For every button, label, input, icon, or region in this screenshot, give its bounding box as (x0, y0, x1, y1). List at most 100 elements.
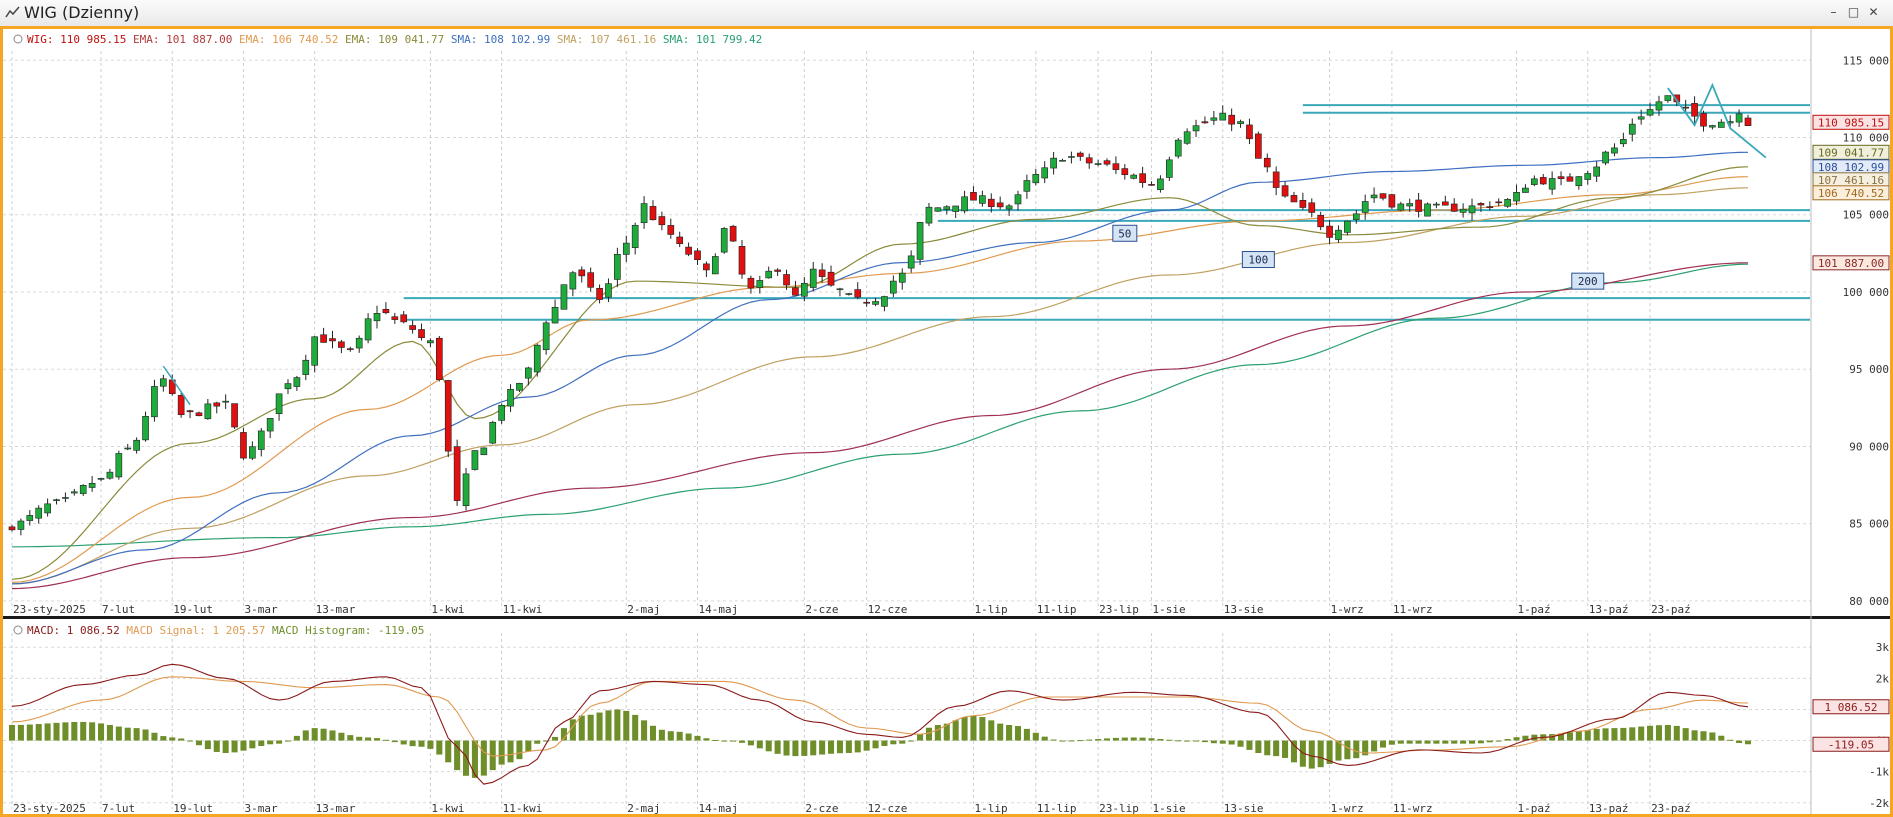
macd-histogram-bar (454, 740, 461, 771)
candle-down (195, 412, 203, 417)
candle-up (1664, 95, 1672, 101)
macd-histogram-bar (872, 740, 879, 749)
macd-histogram-bar (169, 737, 176, 741)
price-label: 110 985.15 (1818, 116, 1884, 129)
y-tick-label: 95 000 (1849, 363, 1889, 376)
candle-down (1085, 157, 1093, 164)
macd-histogram-bar (863, 740, 870, 751)
candle-down (747, 277, 755, 289)
macd-histogram-bar (1210, 740, 1217, 744)
candle-down (1201, 121, 1209, 124)
macd-histogram-bar (391, 740, 398, 743)
candle-up (133, 439, 140, 451)
candle-up (44, 503, 51, 514)
candle-down (186, 410, 194, 413)
candle-up (711, 256, 719, 275)
macd-histogram-bar (1522, 735, 1529, 741)
candle-up (1584, 173, 1592, 180)
candle-up (1370, 194, 1378, 199)
macd-histogram-bar (934, 725, 941, 741)
macd-x-tick-label: 13-mar (316, 802, 356, 814)
macd-histogram-bar (1077, 740, 1084, 742)
x-tick-label: 7-lut (102, 603, 135, 616)
macd-histogram-bar (801, 740, 808, 756)
macd-histogram-bar (89, 722, 96, 741)
macd-price-label: 1 086.52 (1825, 701, 1878, 714)
macd-legend-value: -119.05 (371, 624, 424, 637)
candle-down (996, 202, 1004, 208)
macd-histogram-bar (445, 740, 452, 763)
chart-canvas[interactable]: 80 000 85 000 90 000 95 000 100 000 105 000 11… (3, 29, 1890, 814)
main-legend-value: 101 799.42 (689, 33, 762, 46)
price-label: 106 740.52 (1818, 187, 1884, 200)
macd-histogram-bar (890, 740, 897, 745)
close-button[interactable]: ✕ (1868, 5, 1879, 19)
macd-histogram-bar (507, 740, 514, 763)
candle-down (738, 246, 746, 275)
candle-down (827, 271, 835, 286)
macd-histogram-bar (1406, 740, 1413, 744)
macd-histogram-bar (1139, 737, 1146, 741)
main-legend-item: WIG: (27, 33, 54, 46)
candle-up (70, 491, 78, 494)
macd-histogram-bar (756, 740, 763, 749)
macd-histogram-bar (276, 740, 283, 744)
macd-histogram-bar (1593, 729, 1600, 741)
y-tick-label: 110 000 (1843, 132, 1889, 145)
title-bar[interactable]: WIG (Dzienny) – □ ✕ (0, 0, 1893, 27)
macd-histogram-bar (1326, 740, 1333, 764)
macd-histogram-bar (151, 732, 158, 741)
main-legend-value: 109 041.77 (371, 33, 444, 46)
candle-down (1326, 225, 1333, 238)
x-tick-label: 3-mar (244, 603, 277, 616)
macd-histogram-bar (516, 740, 523, 760)
macd-histogram-bar (1371, 740, 1378, 752)
macd-histogram-bar (1655, 725, 1663, 741)
candle-up (1014, 194, 1022, 205)
macd-histogram-bar (943, 723, 950, 741)
macd-histogram-bar (293, 735, 300, 741)
macd-y-tick-label: -1k (1869, 766, 1889, 779)
chart-app-icon (5, 6, 20, 18)
macd-histogram-bar (1175, 740, 1182, 742)
macd-x-tick-label: 7-lut (102, 802, 135, 814)
candle-up (1611, 147, 1618, 154)
macd-histogram-bar (1335, 740, 1342, 761)
main-legend-item: SMA: (550, 33, 583, 46)
ma-period-badge (1241, 251, 1275, 269)
candle-down (729, 225, 737, 242)
macd-histogram-bar (26, 724, 33, 741)
candle-up (1094, 163, 1102, 165)
candle-up (809, 268, 817, 288)
candle-down (1148, 184, 1155, 186)
candle-up (801, 282, 808, 297)
macd-x-tick-label: 12-cze (868, 802, 908, 814)
maximize-button[interactable]: □ (1847, 5, 1860, 19)
macd-histogram-bar (970, 715, 977, 741)
macd-histogram-bar (1344, 740, 1351, 760)
candle-up (97, 477, 105, 480)
y-tick-label: 105 000 (1843, 209, 1889, 222)
candle-up (605, 283, 612, 298)
window-title: WIG (Dzienny) (24, 3, 140, 22)
ma-period-badge (1571, 272, 1605, 290)
candle-up (979, 195, 986, 204)
candle-up (35, 507, 43, 519)
macd-x-tick-label: 1-sie (1153, 802, 1186, 814)
macd-legend-item: MACD: (27, 624, 60, 637)
candle-up (1468, 205, 1476, 214)
minimize-button[interactable]: – (1830, 5, 1837, 19)
candle-down (435, 337, 443, 380)
chart-frame: 80 000 85 000 90 000 95 000 100 000 105 000 11… (0, 26, 1893, 817)
candle-up (1130, 174, 1138, 179)
candle-up (1602, 151, 1609, 164)
candle-up (1717, 121, 1725, 128)
candle-down (1441, 201, 1449, 206)
macd-histogram-bar (284, 740, 292, 742)
y-tick-label: 100 000 (1843, 286, 1889, 299)
macd-histogram-bar (1317, 740, 1324, 768)
candle-up (1335, 229, 1342, 240)
candle-up (311, 336, 319, 366)
macd-histogram-bar (1442, 740, 1449, 744)
